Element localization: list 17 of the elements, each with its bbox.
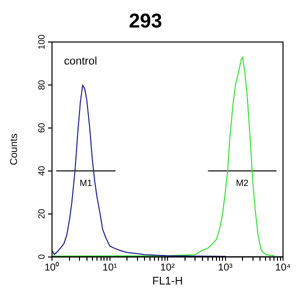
- series-label: M1: [80, 178, 92, 188]
- y-tick-label: 80: [36, 80, 46, 90]
- chart-title: 293: [128, 10, 162, 33]
- y-tick-label: 0: [36, 254, 46, 260]
- y-axis-title: Counts: [8, 134, 20, 166]
- x-tick-label: 10¹: [102, 262, 118, 274]
- y-tick-label: 100: [36, 34, 46, 50]
- x-tick-label: 10²: [160, 262, 176, 274]
- y-tick-label: 60: [36, 122, 46, 133]
- x-tick-label: 10⁴: [275, 262, 291, 274]
- x-tick-label: 10³: [218, 262, 234, 274]
- x-axis-title: FL1-H: [152, 275, 183, 288]
- series-label: M2: [236, 178, 248, 188]
- y-tick-label: 40: [36, 166, 46, 176]
- annotation: control: [64, 56, 98, 68]
- x-tick-label: 10⁰: [44, 262, 60, 274]
- y-tick-label: 20: [36, 208, 46, 219]
